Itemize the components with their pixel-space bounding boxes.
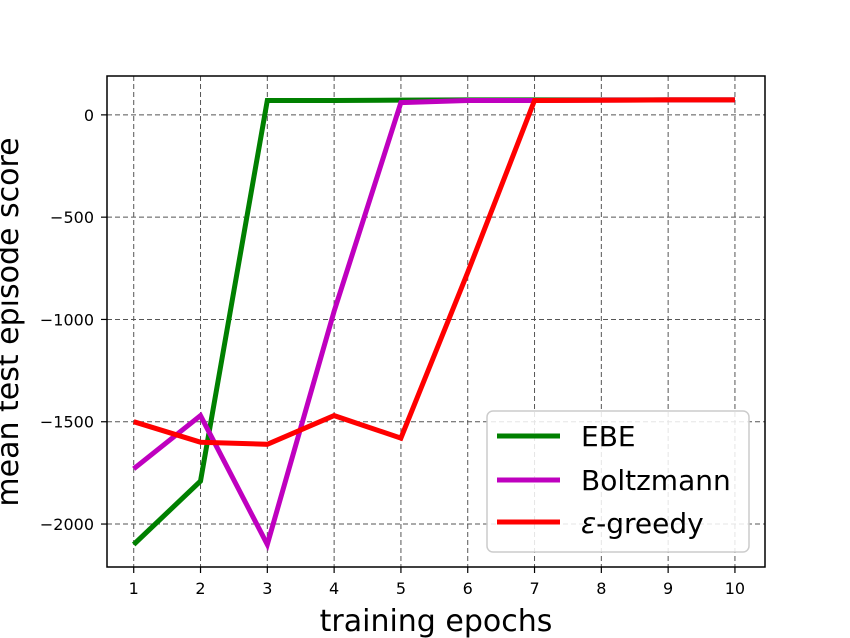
axis-ticks: 1 2 3 4 5 6 7 8 9 10 0 −500 −1000 −1500 −2000 [40, 106, 745, 598]
x-axis-title: training epochs [320, 604, 553, 638]
y-tick-label: −1500 [40, 413, 94, 432]
x-tick-label: 9 [663, 579, 673, 598]
y-tick-label: −2000 [40, 515, 94, 534]
y-axis-title: mean test episode score [0, 137, 26, 506]
x-tick-label: 4 [329, 579, 339, 598]
legend-label-epsilon-text: -greedy [596, 507, 704, 540]
x-tick-label: 2 [195, 579, 205, 598]
y-tick-label: 0 [84, 106, 94, 125]
x-tick-label: 3 [262, 579, 272, 598]
x-tick-label: 5 [396, 579, 406, 598]
legend: EBE Boltzmann ε-greedy [486, 410, 750, 553]
x-tick-label: 10 [725, 579, 745, 598]
x-tick-label: 1 [129, 579, 139, 598]
plot-area-frame [106, 75, 766, 568]
series-lines [131, 97, 735, 552]
x-tick-label: 6 [463, 579, 473, 598]
series-line-epsilon-greedy [132, 97, 735, 447]
legend-label-ebe: EBE [581, 420, 636, 453]
x-tick-label: 8 [596, 579, 606, 598]
legend-box [486, 410, 750, 553]
legend-label-epsilon-greedy: ε-greedy [581, 507, 704, 540]
x-tick-label: 7 [529, 579, 539, 598]
y-tick-label: −1000 [40, 310, 94, 329]
legend-label-epsilon-symbol: ε [581, 507, 596, 540]
legend-label-boltzmann: Boltzmann [581, 464, 731, 497]
y-tick-label: −500 [50, 208, 94, 227]
